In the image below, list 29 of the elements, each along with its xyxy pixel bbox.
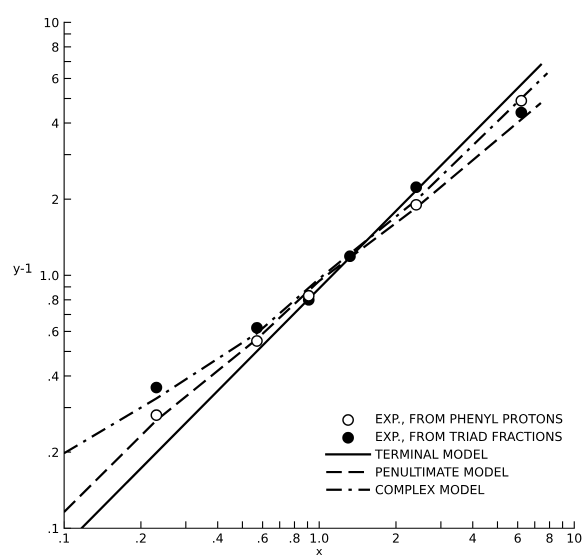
x-tick-label: .4 (213, 534, 223, 543)
x-axis-title: x (316, 548, 322, 556)
x-tick-label: 4 (469, 534, 476, 543)
y-tick-label: 1.0 (40, 270, 58, 280)
y-tick-label: .6 (48, 326, 58, 336)
x-tick-label: 10 (568, 533, 582, 543)
legend-label: COMPLEX MODEL (376, 484, 484, 494)
x-tick-label: .1 (60, 534, 69, 543)
y-tick-label: .4 (48, 372, 59, 381)
y-tick-label: 10 (44, 18, 58, 28)
y-tick-label: 6 (52, 74, 58, 84)
y-tick-label: 4 (52, 118, 59, 128)
x-tick-label: .8 (290, 533, 300, 543)
y-tick-label: .2 (48, 448, 58, 457)
x-tick-label: .2 (136, 533, 146, 543)
y-tick-label: 8 (52, 42, 58, 52)
x-tick-label: 1.0 (310, 533, 328, 543)
y-tick-label: .8 (48, 295, 58, 305)
x-tick-label: 6 (514, 533, 521, 543)
x-tick-label: 2 (392, 533, 399, 543)
y-tick-label: .1 (48, 524, 58, 534)
legend-label: PENULTIMATE MODEL (376, 467, 508, 477)
legend-label: EXP., FROM PHENYL PROTONS (376, 414, 562, 425)
y-tick-label: 2 (52, 194, 58, 204)
x-tick-label: .6 (258, 533, 268, 543)
x-tick-label: 8 (546, 533, 553, 543)
y-axis-title: y-1 (13, 264, 32, 276)
legend-label: TERMINAL MODEL (374, 449, 488, 459)
legend-label: EXP., FROM TRIAD FRACTIONS (376, 432, 562, 442)
